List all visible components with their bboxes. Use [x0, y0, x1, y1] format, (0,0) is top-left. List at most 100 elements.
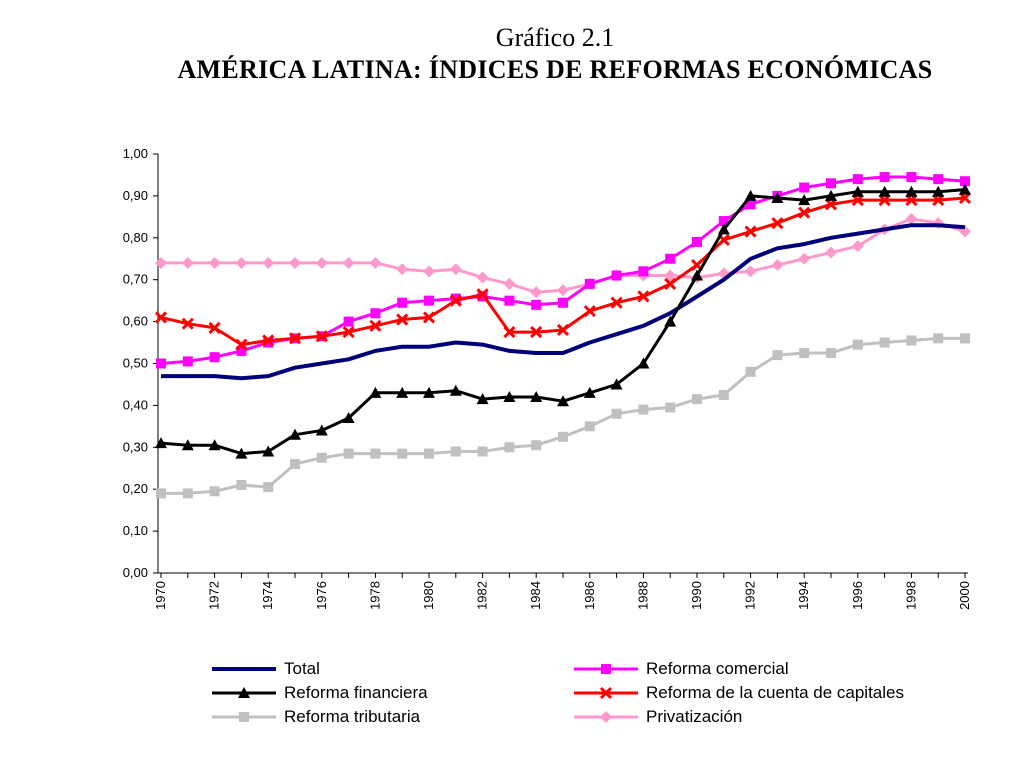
data-point	[558, 431, 568, 442]
data-point	[772, 350, 783, 361]
data-point	[503, 277, 516, 290]
data-point	[369, 386, 382, 398]
y-tick-label: 0,20	[123, 481, 148, 496]
data-point	[878, 185, 891, 197]
series-2	[155, 183, 971, 459]
legend-item: Privatización	[574, 707, 742, 726]
data-point	[932, 194, 945, 207]
data-point	[315, 424, 328, 436]
legend-item: Reforma comercial	[574, 659, 789, 678]
data-point	[905, 212, 918, 225]
x-tick-label: 1992	[743, 581, 758, 610]
data-point	[182, 356, 193, 367]
data-point	[905, 185, 918, 197]
data-point	[450, 446, 461, 457]
data-point	[263, 482, 274, 493]
data-point	[798, 252, 811, 265]
data-point	[208, 321, 221, 334]
data-point	[933, 333, 944, 344]
data-point	[851, 185, 864, 197]
y-tick-label: 0,60	[123, 314, 148, 329]
data-point	[932, 185, 945, 197]
data-point	[825, 246, 837, 259]
data-point	[851, 240, 864, 253]
data-point	[315, 330, 328, 343]
data-point	[664, 269, 677, 282]
data-point	[637, 357, 650, 369]
data-point	[288, 332, 302, 345]
data-point	[397, 448, 408, 459]
data-point	[771, 259, 784, 272]
data-point	[156, 488, 166, 499]
data-point	[906, 335, 917, 346]
x-tick-label: 1986	[582, 581, 597, 610]
data-point	[342, 256, 355, 269]
data-point	[664, 315, 677, 327]
data-point	[290, 459, 300, 470]
data-point	[851, 194, 864, 207]
data-point	[610, 296, 623, 309]
data-point	[235, 447, 248, 459]
data-point	[396, 386, 409, 398]
y-tick-label: 0,00	[123, 565, 148, 580]
data-point	[369, 319, 382, 332]
data-point	[449, 384, 462, 396]
data-point	[799, 348, 810, 359]
data-point	[960, 176, 970, 187]
data-point	[745, 199, 756, 210]
data-point	[370, 308, 381, 319]
data-point	[181, 439, 194, 451]
series-line	[161, 336, 965, 495]
series-line	[160, 196, 966, 347]
legend-label: Reforma comercial	[646, 659, 789, 678]
data-point	[476, 393, 489, 405]
x-tick-label: 1982	[475, 581, 490, 610]
data-point	[155, 437, 167, 449]
data-point	[583, 305, 596, 318]
data-point	[798, 206, 811, 219]
y-tick-label: 0,70	[123, 272, 148, 287]
series-line	[160, 188, 966, 456]
data-point	[342, 326, 355, 339]
data-point	[449, 263, 462, 276]
data-point	[531, 299, 542, 310]
data-point	[208, 256, 221, 269]
data-point	[745, 366, 756, 377]
data-point	[235, 256, 248, 269]
y-tick-label: 0,30	[123, 439, 148, 454]
data-point	[449, 294, 462, 307]
data-point	[558, 297, 568, 308]
chart-title-block: Gráfico 2.1 AMÉRICA LATINA: ÍNDICES DE R…	[0, 22, 1024, 86]
legend: Total Reforma comercial Reforma financiera…	[212, 659, 904, 726]
data-point	[422, 311, 436, 324]
data-point	[852, 339, 863, 350]
data-point	[824, 198, 838, 211]
data-point	[610, 378, 623, 390]
data-point	[798, 194, 811, 206]
data-point	[208, 439, 221, 451]
data-point	[825, 189, 837, 201]
y-tick-label: 0,80	[123, 230, 148, 245]
chart-title: AMÉRICA LATINA: ÍNDICES DE REFORMAS ECON…	[177, 55, 933, 84]
data-point	[744, 225, 757, 238]
x-tick-label: 1970	[153, 581, 168, 610]
data-point	[718, 216, 729, 227]
x-tick-label: 1996	[850, 581, 865, 610]
data-point	[638, 404, 649, 415]
data-point	[826, 348, 836, 359]
legend-label: Reforma de la cuenta de capitales	[646, 683, 904, 702]
data-point	[959, 183, 971, 195]
data-point	[692, 394, 702, 405]
y-tick-label: 1,00	[123, 146, 148, 161]
x-tick-label: 2000	[957, 581, 972, 610]
axes: 0,00 0,10 0,20 0,30 0,40 0,50 0,60 0,70 0,80 0,90…	[123, 146, 972, 610]
x-tick-label: 1998	[903, 581, 918, 610]
x-tick-label: 1978	[367, 581, 382, 610]
legend-label: Privatización	[646, 707, 742, 726]
data-point	[262, 445, 275, 457]
data-point	[343, 448, 354, 459]
data-point	[236, 345, 247, 356]
x-tick-label: 1994	[796, 581, 811, 610]
legend-label: Total	[284, 659, 320, 678]
